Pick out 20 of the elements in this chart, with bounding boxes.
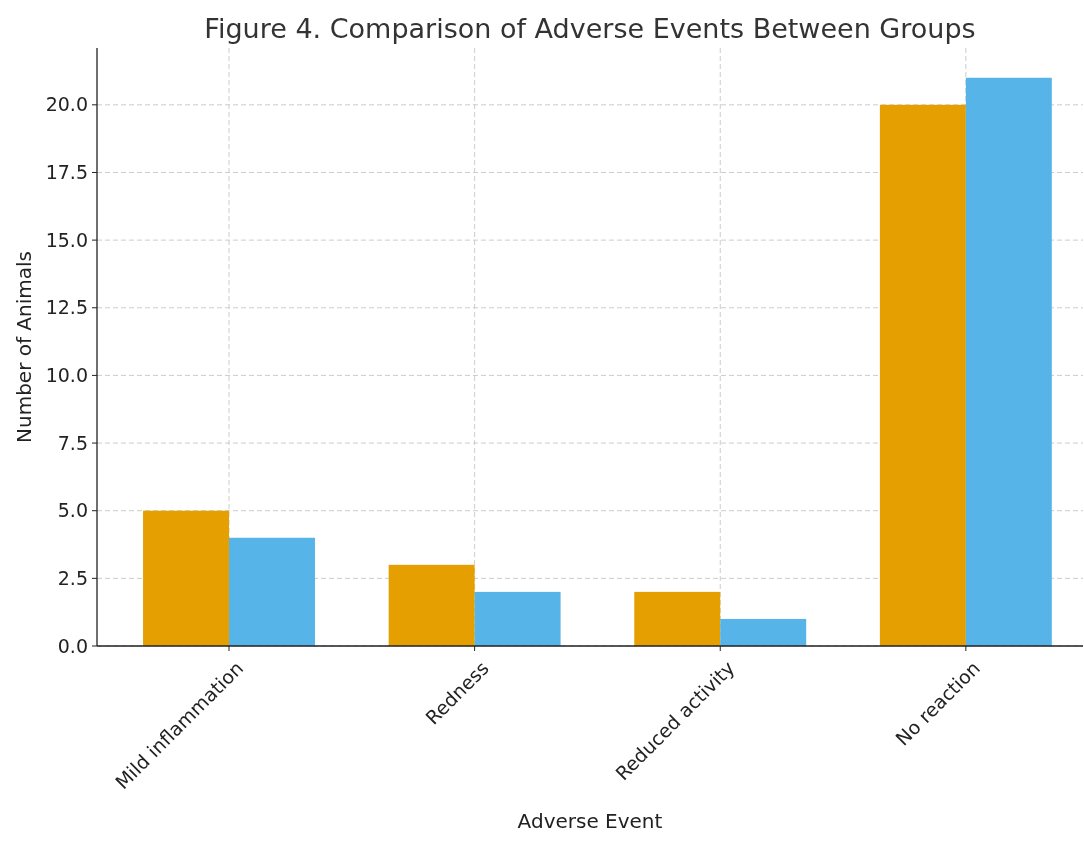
bar: [143, 510, 230, 646]
bar: [229, 537, 315, 646]
y-tick-label: 15.0: [45, 228, 88, 251]
x-axis-title: Adverse Event: [517, 809, 663, 833]
y-tick-label: 17.5: [45, 161, 88, 184]
y-tick-label: 12.5: [45, 296, 88, 319]
y-axis-title: Number of Animals: [12, 251, 36, 443]
y-tick-label: 0.0: [57, 634, 88, 657]
y-tick-label: 2.5: [57, 567, 88, 589]
bar: [474, 591, 561, 646]
bar: [634, 591, 721, 646]
bar: [720, 618, 807, 646]
bar: [388, 564, 475, 646]
y-tick-label: 10.0: [45, 364, 88, 387]
bar: [879, 104, 966, 646]
y-tick-label: 5.0: [57, 499, 88, 522]
bar: [965, 77, 1052, 646]
y-tick-label: 7.5: [57, 431, 88, 454]
chart-title: Figure 4. Comparison of Adverse Events Between Groups: [204, 13, 976, 44]
y-tick-label: 20.0: [45, 93, 88, 116]
